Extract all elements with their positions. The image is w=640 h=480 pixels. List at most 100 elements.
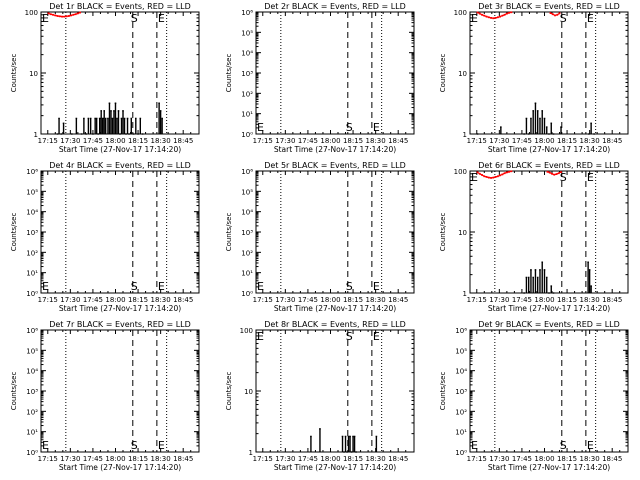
y-tick-label: 100 [454, 168, 467, 176]
y-axis-label: Counts/sec [10, 372, 18, 411]
lld-point [58, 15, 61, 18]
x-axis-label: Start Time (27-Nov-17 17:14:20) [274, 304, 396, 313]
y-tick-label: 10⁰ [241, 290, 253, 298]
x-tick-label: 17:45 [83, 455, 103, 463]
y-axis-label: Counts/sec [10, 213, 18, 252]
lld-point [554, 14, 556, 17]
y-tick-label: 1 [463, 131, 467, 139]
e-marker-label: E [373, 330, 380, 343]
y-tick-label: 10⁰ [26, 449, 38, 457]
lld-point [76, 12, 79, 15]
lld-point [487, 16, 490, 19]
x-tick-label: 18:30 [580, 296, 600, 304]
lld-point [478, 12, 481, 15]
y-tick-label: 10² [26, 249, 38, 257]
x-tick-label: 18:00 [320, 137, 340, 145]
x-tick-label: 18:00 [105, 296, 125, 304]
s-marker-label: S [131, 439, 138, 452]
y-tick-label: 10⁰ [26, 290, 38, 298]
x-tick-label: 17:45 [512, 455, 532, 463]
x-axis-label: Start Time (27-Nov-17 17:14:20) [488, 304, 610, 313]
y-tick-label: 10⁴ [241, 50, 253, 58]
lld-point [508, 11, 511, 14]
x-tick-label: 18:45 [173, 296, 193, 304]
e-marker-label: E [158, 439, 165, 452]
x-tick-label: 18:30 [151, 455, 171, 463]
lld-point [510, 170, 513, 173]
y-tick-label: 10 [244, 388, 253, 396]
y-tick-label: 10⁰ [241, 131, 253, 139]
x-tick-label: 17:45 [83, 137, 103, 145]
lld-point [551, 13, 554, 16]
s-marker-label: S [131, 280, 138, 293]
y-tick-label: 10³ [241, 70, 253, 78]
x-tick-label: 17:15 [253, 455, 273, 463]
x-tick-label: 18:30 [366, 137, 386, 145]
y-tick-label: 10² [26, 408, 38, 416]
panel-title: Det 2r BLACK = Events, RED = LLD [264, 2, 406, 11]
lld-point [485, 176, 488, 178]
x-tick-label: 18:15 [557, 137, 577, 145]
x-tick-label: 18:00 [534, 455, 554, 463]
y-tick-label: 10⁰ [455, 449, 467, 457]
y-tick-label: 10 [458, 229, 467, 237]
lld-point [499, 174, 501, 177]
y-tick-label: 10³ [26, 229, 38, 237]
y-tick-label: 10¹ [26, 270, 38, 278]
x-tick-label: 18:15 [128, 296, 148, 304]
lld-point [485, 15, 488, 18]
x-axis-label: Start Time (27-Nov-17 17:14:20) [274, 463, 396, 472]
s-marker-label: S [346, 280, 353, 293]
x-tick-label: 18:00 [105, 137, 125, 145]
x-tick-label: 18:45 [388, 296, 408, 304]
lld-point [503, 13, 506, 16]
y-axis-label: Counts/sec [439, 54, 447, 93]
y-tick-label: 1 [463, 290, 467, 298]
y-tick-label: 10⁵ [26, 188, 38, 196]
e-marker-label: E [373, 280, 380, 293]
y-tick-label: 10¹ [241, 111, 253, 119]
y-axis-label: Counts/sec [439, 213, 447, 252]
lld-point [560, 171, 562, 173]
x-tick-label: 17:15 [38, 296, 58, 304]
lld-point [478, 172, 481, 175]
y-tick-label: 10⁶ [26, 327, 38, 335]
lld-point [492, 176, 495, 179]
x-tick-label: 18:15 [343, 137, 363, 145]
x-tick-label: 18:15 [128, 137, 148, 145]
x-tick-label: 18:30 [366, 296, 386, 304]
lld-point [499, 15, 501, 18]
lld-point [72, 13, 75, 16]
x-tick-label: 17:30 [275, 455, 295, 463]
y-tick-label: 10 [29, 70, 38, 78]
x-axis-label: Start Time (27-Nov-17 17:14:20) [59, 304, 181, 313]
y-tick-label: 100 [25, 9, 38, 17]
s-marker-label: S [560, 171, 567, 184]
x-tick-label: 17:30 [489, 137, 509, 145]
lld-point [558, 12, 561, 15]
lld-point [503, 172, 506, 175]
x-tick-label: 18:00 [320, 296, 340, 304]
x-tick-label: 17:15 [253, 296, 273, 304]
x-tick-label: 18:15 [557, 455, 577, 463]
x-axis-label: Start Time (27-Nov-17 17:14:20) [59, 145, 181, 154]
lld-point [508, 170, 511, 173]
y-tick-label: 10⁵ [241, 188, 253, 196]
x-tick-label: 17:45 [512, 296, 532, 304]
x-tick-label: 18:15 [557, 296, 577, 304]
x-tick-label: 18:45 [173, 137, 193, 145]
x-tick-label: 18:45 [602, 455, 622, 463]
x-tick-label: 18:00 [320, 455, 340, 463]
x-tick-label: 17:30 [60, 296, 80, 304]
y-tick-label: 10⁴ [26, 368, 38, 376]
lld-point [476, 11, 479, 14]
y-tick-label: 10⁶ [241, 168, 253, 176]
e-marker-label: E [257, 280, 264, 293]
y-tick-label: 10² [455, 408, 467, 416]
lld-point [487, 176, 490, 179]
